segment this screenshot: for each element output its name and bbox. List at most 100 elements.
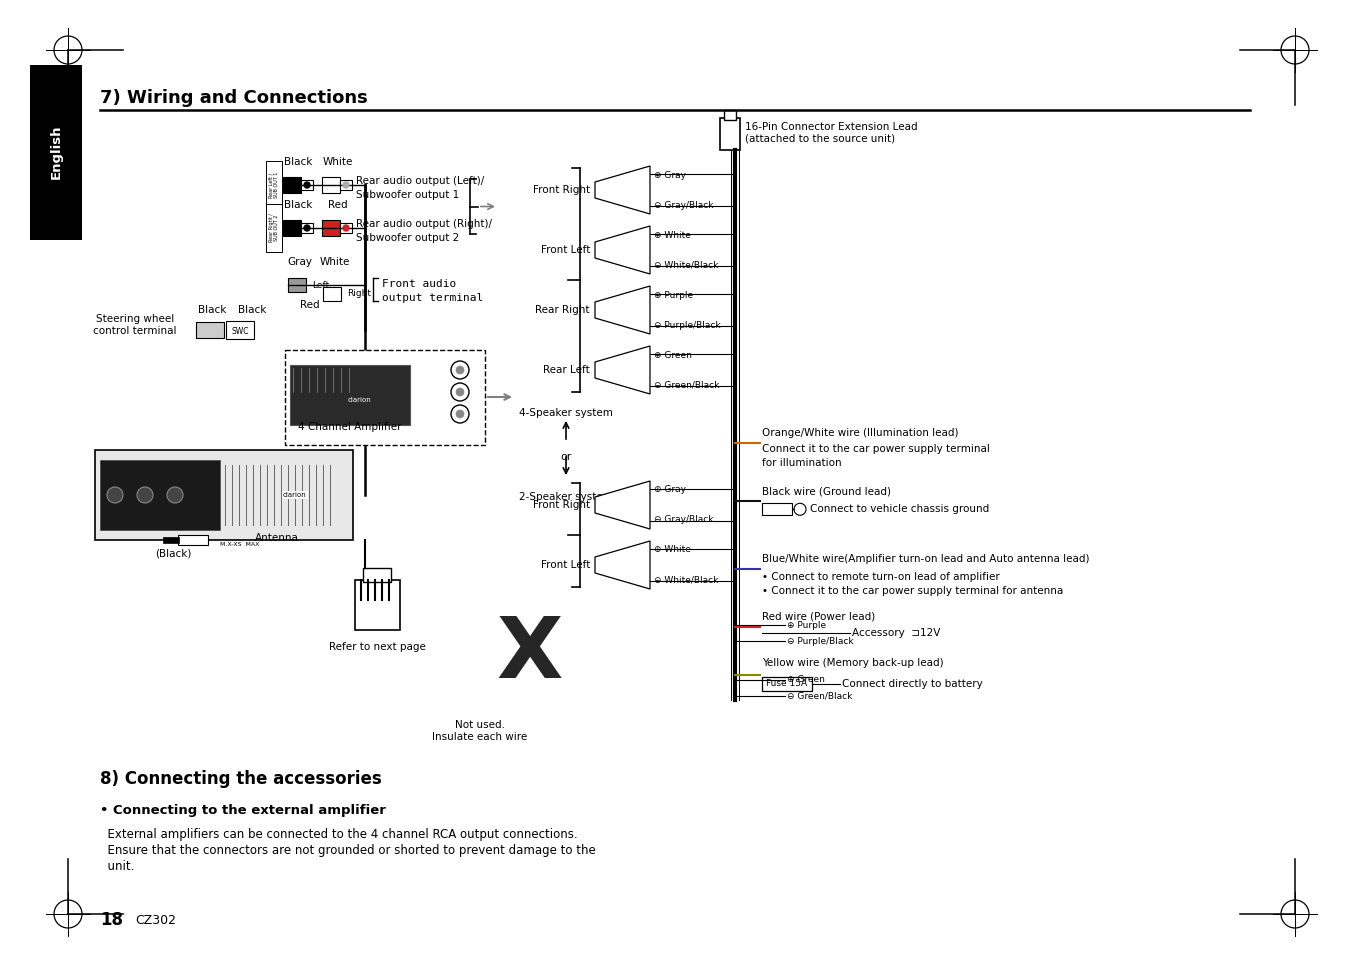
Text: ⊖ Gray/Black: ⊖ Gray/Black [654, 201, 713, 209]
Circle shape [108, 487, 123, 503]
Text: Black: Black [237, 305, 266, 315]
Bar [762, 503, 792, 516]
FancyBboxPatch shape [285, 350, 485, 445]
Bar [323, 287, 341, 301]
Polygon shape [596, 286, 650, 334]
Text: ⊕ Gray: ⊕ Gray [654, 486, 686, 495]
Text: White: White [323, 157, 353, 167]
Bar [322, 220, 339, 236]
Text: Accessory  ⊐12V: Accessory ⊐12V [852, 628, 940, 637]
Text: Fuse 15A: Fuse 15A [766, 680, 807, 688]
Text: • Connecting to the external amplifier: • Connecting to the external amplifier [99, 804, 386, 817]
Bar [284, 220, 301, 236]
Text: External amplifiers can be connected to the 4 channel RCA output connections.: External amplifiers can be connected to … [99, 828, 578, 841]
Bar [301, 180, 313, 190]
Bar [30, 65, 82, 240]
Text: ⊖ Green/Black: ⊖ Green/Black [654, 381, 720, 389]
Bar [95, 450, 353, 540]
Text: 7) Wiring and Connections: 7) Wiring and Connections [99, 89, 368, 107]
Text: • Connect to remote turn-on lead of amplifier: • Connect to remote turn-on lead of ampl… [762, 572, 999, 581]
Text: M.X-XS  MAX: M.X-XS MAX [221, 542, 260, 547]
Bar [363, 568, 391, 582]
Text: White: White [320, 257, 350, 267]
Text: output terminal: output terminal [382, 293, 484, 303]
Bar [322, 177, 339, 193]
Bar [266, 161, 282, 209]
Text: or: or [560, 452, 571, 462]
Text: English: English [49, 124, 63, 179]
Text: Connect to vehicle chassis ground: Connect to vehicle chassis ground [810, 504, 990, 514]
Bar [339, 223, 352, 233]
Text: 8) Connecting the accessories: 8) Connecting the accessories [99, 770, 382, 788]
Text: Antenna: Antenna [255, 533, 298, 543]
Bar [164, 537, 179, 543]
Bar [99, 460, 219, 530]
Text: ⊕ White: ⊕ White [654, 230, 691, 239]
Text: Blue/White wire(Amplifier turn-on lead and Auto antenna lead): Blue/White wire(Amplifier turn-on lead a… [762, 553, 1089, 564]
Text: ⊖ Purple/Black: ⊖ Purple/Black [654, 320, 721, 330]
Text: Gray: Gray [288, 257, 312, 267]
Text: Ensure that the connectors are not grounded or shorted to prevent damage to the: Ensure that the connectors are not groun… [99, 844, 596, 857]
Text: Black: Black [284, 157, 312, 167]
Text: CZ302: CZ302 [135, 914, 176, 926]
Bar [179, 535, 209, 545]
Text: 16-Pin Connector Extension Lead
(attached to the source unit): 16-Pin Connector Extension Lead (attache… [746, 122, 917, 144]
Bar [288, 278, 307, 292]
Polygon shape [596, 541, 650, 589]
Text: ⊕ Purple: ⊕ Purple [786, 621, 826, 629]
Text: Connect directly to battery: Connect directly to battery [842, 679, 983, 689]
Text: ⊕ Green: ⊕ Green [786, 676, 825, 684]
Text: Black: Black [284, 200, 312, 210]
Text: • Connect it to the car power supply terminal for antenna: • Connect it to the car power supply ter… [762, 586, 1063, 596]
Text: ⊕ White: ⊕ White [654, 546, 691, 554]
Text: 18: 18 [99, 911, 123, 929]
Text: 4-Speaker system: 4-Speaker system [519, 408, 613, 418]
Text: Front Left: Front Left [541, 560, 590, 570]
Text: Front Right: Front Right [533, 185, 590, 195]
Text: Black: Black [198, 305, 226, 315]
Text: Right: Right [348, 289, 371, 299]
Text: ⊖ White/Black: ⊖ White/Black [654, 260, 718, 270]
Text: Refer to next page: Refer to next page [328, 642, 425, 652]
Bar [301, 223, 313, 233]
Text: Red: Red [300, 300, 320, 310]
Text: Left: Left [312, 281, 330, 290]
Text: Rear Right: Rear Right [536, 305, 590, 315]
Text: ⊕ Green: ⊕ Green [654, 351, 692, 360]
Text: ⊖ White/Black: ⊖ White/Black [654, 576, 718, 584]
Text: Orange/White wire (Illumination lead): Orange/White wire (Illumination lead) [762, 428, 958, 439]
Circle shape [457, 366, 463, 374]
Text: Subwoofer output 1: Subwoofer output 1 [356, 190, 459, 200]
Text: ⊖ Purple/Black: ⊖ Purple/Black [786, 636, 853, 646]
Text: X: X [496, 613, 563, 697]
Text: ⊕ Gray: ⊕ Gray [654, 171, 686, 179]
Text: Black wire (Ground lead): Black wire (Ground lead) [762, 486, 891, 496]
Bar [720, 118, 740, 150]
Text: 2-Speaker system: 2-Speaker system [519, 492, 613, 502]
Text: for illumination: for illumination [762, 459, 841, 469]
Bar [226, 321, 254, 339]
Polygon shape [596, 481, 650, 529]
Bar [284, 177, 301, 193]
Text: Rear audio output (Right)/: Rear audio output (Right)/ [356, 219, 492, 229]
Text: Rear Right /
SUB OUT 2: Rear Right / SUB OUT 2 [269, 214, 279, 242]
Text: SWC: SWC [232, 327, 249, 335]
Text: (Black): (Black) [155, 549, 191, 559]
Bar [724, 110, 736, 120]
Text: ⊕ Purple: ⊕ Purple [654, 290, 694, 300]
Text: Front Right: Front Right [533, 500, 590, 510]
Bar [762, 677, 812, 691]
Bar [354, 580, 399, 630]
Circle shape [457, 388, 463, 396]
Text: Red wire (Power lead): Red wire (Power lead) [762, 611, 875, 622]
Text: Connect it to the car power supply terminal: Connect it to the car power supply termi… [762, 444, 990, 454]
Circle shape [343, 225, 349, 231]
Circle shape [795, 503, 806, 516]
Circle shape [304, 225, 309, 231]
Text: Steering wheel
control terminal: Steering wheel control terminal [93, 314, 177, 335]
Bar [290, 365, 410, 425]
Text: 4 Channel Amplifier: 4 Channel Amplifier [298, 422, 402, 432]
Polygon shape [596, 346, 650, 394]
Polygon shape [596, 166, 650, 214]
Bar [266, 204, 282, 252]
